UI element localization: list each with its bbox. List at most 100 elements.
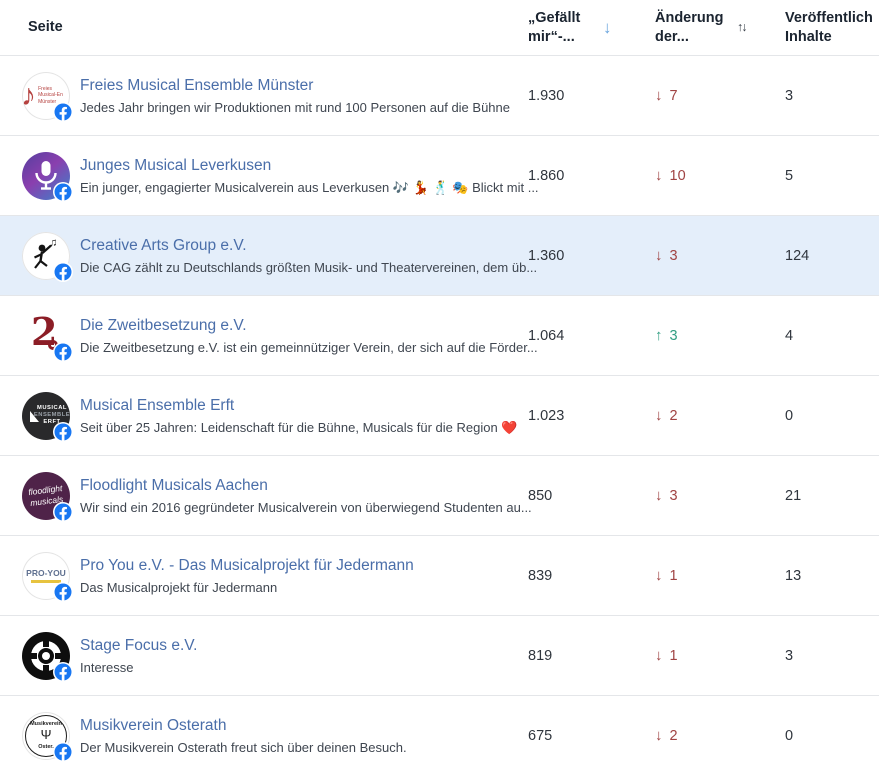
change-value: 7 [669,87,678,104]
page-avatar[interactable]: ♪ Freies Musical-En Münster [21,71,73,122]
facebook-badge-icon [53,741,73,762]
page-avatar[interactable] [22,151,73,202]
page-avatar[interactable]: MUSICAL ENSEMBLE ERFT [22,391,73,442]
page-description: Die CAG zählt zu Deutschlands größten Mu… [80,259,538,275]
page-description: Die Zweitbesetzung e.V. ist ein gemeinnü… [80,339,538,355]
page-avatar[interactable]: ♫ [22,231,73,282]
pro-you-wordmark: PRO-YOU [26,568,66,583]
page-text: Musical Ensemble Erft Seit über 25 Jahre… [80,396,518,436]
likes-cell: 1.930 [515,88,645,104]
page-cell: ♪ Freies Musical-En Münster Freies Musical… [0,71,515,122]
published-count: 21 [785,487,802,504]
column-header-change[interactable]: Änderung der... ↑↓ [645,9,775,47]
page-name-link[interactable]: Musikverein Osterath [80,716,227,734]
likes-count: 850 [528,487,553,504]
table-header-row: Seite „Gefällt mir“-... ↓ Änderung der..… [0,0,879,56]
likes-count: 1.860 [528,167,565,184]
page-text: Freies Musical Ensemble Münster Jedes Ja… [80,76,510,116]
published-cell: 13 [775,568,879,584]
published-count: 3 [785,647,794,664]
likes-count: 1.064 [528,327,565,344]
likes-cell: 675 [515,728,645,744]
lyre-icon: Ψ [40,727,52,743]
column-header-likes[interactable]: „Gefällt mir“-... ↓ [515,9,645,47]
published-count: 13 [785,567,802,584]
avatar-slot: MUSICAL ENSEMBLE ERFT [22,391,73,442]
facebook-badge-icon [53,101,73,122]
change-cell: ↓ 3 [645,248,775,264]
column-header-change-label: Änderung der... [655,9,724,45]
erft-wordmark: MUSICAL ENSEMBLE ERFT [33,404,71,426]
table-row[interactable]: ♪ Freies Musical-En Münster Freies Musical… [0,56,879,136]
change-cell: ↓ 10 [645,168,775,184]
likes-count: 675 [528,727,553,744]
avatar-slot: 2 [22,311,73,362]
page-name-link[interactable]: Die Zweitbesetzung e.V. [80,316,247,334]
page-cell: Stage Focus e.V. Interesse [0,631,515,682]
change-cell: ↓ 1 [645,568,775,584]
svg-text:♫: ♫ [49,237,57,249]
facebook-badge-icon [53,581,73,602]
change-cell: ↓ 3 [645,488,775,504]
treble-clef-icon: ♪ [21,78,37,112]
table-row[interactable]: Stage Focus e.V. Interesse 819 ↓ 1 3 [0,616,879,696]
page-cell: Musikverein Ψ Oster. Musikverein Osterath … [0,711,515,762]
page-text: Pro You e.V. - Das Musicalprojekt für Je… [80,556,414,596]
page-cell: Junges Musical Leverkusen Ein junger, en… [0,151,539,202]
table-row[interactable]: floodlight musicals Floodlight Musicals A… [0,456,879,536]
avatar-slot: ♫ [22,231,73,282]
sort-toggle-icon[interactable]: ↑↓ [737,20,747,34]
change-down-icon: ↓ [655,567,663,584]
page-cell: ♫ Creative Arts Group e.V. Die CAG zählt… [0,231,538,282]
likes-count: 1.360 [528,247,565,264]
page-name-link[interactable]: Creative Arts Group e.V. [80,236,247,254]
sort-desc-icon[interactable]: ↓ [603,18,612,37]
page-name-link[interactable]: Floodlight Musicals Aachen [80,476,268,494]
page-text: Die Zweitbesetzung e.V. Die Zweitbesetzu… [80,316,538,356]
page-description: Der Musikverein Osterath freut sich über… [80,739,407,755]
table-row[interactable]: 2 Die Zweitbesetzung e.V. Die Zweitbeset… [0,296,879,376]
avatar-slot: PRO-YOU [22,551,73,602]
page-name-link[interactable]: Freies Musical Ensemble Münster [80,76,314,94]
page-description: Wir sind ein 2016 gegründeter Musicalver… [80,499,532,515]
table-row[interactable]: ♫ Creative Arts Group e.V. Die CAG zählt… [0,216,879,296]
dancer-with-notes-icon: ♫ [34,237,57,269]
avatar-slot: Musikverein Ψ Oster. [22,711,73,762]
likes-cell: 1.860 [515,168,645,184]
ensemble-wordmark: Freies Musical-En Münster [38,86,63,105]
likes-cell: 1.360 [515,248,645,264]
table-row[interactable]: Junges Musical Leverkusen Ein junger, en… [0,136,879,216]
page-avatar[interactable] [22,631,73,682]
change-down-icon: ↓ [655,727,663,744]
page-cell: 2 Die Zweitbesetzung e.V. Die Zweitbeset… [0,311,538,362]
page-name-link[interactable]: Stage Focus e.V. [80,636,198,654]
page-avatar[interactable]: 2 [22,311,73,362]
page-avatar[interactable]: Musikverein Ψ Oster. [22,711,73,762]
page-name-link[interactable]: Junges Musical Leverkusen [80,156,272,174]
column-header-seite: Seite [0,18,515,37]
page-name-link[interactable]: Musical Ensemble Erft [80,396,235,414]
table-row[interactable]: Musikverein Ψ Oster. Musikverein Osterath … [0,696,879,769]
change-value: 3 [669,247,678,264]
page-name-link[interactable]: Pro You e.V. - Das Musicalprojekt für Je… [80,556,414,574]
page-description: Das Musicalprojekt für Jedermann [80,579,278,595]
avatar-slot: floodlight musicals [22,471,73,522]
avatar-slot [22,631,73,682]
column-header-published-label: Veröffentlich Inhalte [785,9,873,45]
published-count: 5 [785,167,794,184]
change-up-icon: ↑ [655,327,663,344]
published-cell: 4 [775,328,879,344]
page-text: Floodlight Musicals Aachen Wir sind ein … [80,476,532,516]
likes-cell: 819 [515,648,645,664]
table-row[interactable]: PRO-YOU Pro You e.V. - Das Musicalprojek… [0,536,879,616]
table-row[interactable]: MUSICAL ENSEMBLE ERFT Musical Ensemble Erf… [0,376,879,456]
likes-cell: 850 [515,488,645,504]
column-header-published: Veröffentlich Inhalte [775,9,879,47]
change-cell: ↓ 1 [645,648,775,664]
published-count: 4 [785,327,794,344]
likes-cell: 1.023 [515,408,645,424]
page-avatar[interactable]: floodlight musicals [22,471,73,522]
facebook-badge-icon [53,181,73,202]
page-description: Seit über 25 Jahren: Leidenschaft für di… [80,419,518,435]
page-avatar[interactable]: PRO-YOU [22,551,73,602]
